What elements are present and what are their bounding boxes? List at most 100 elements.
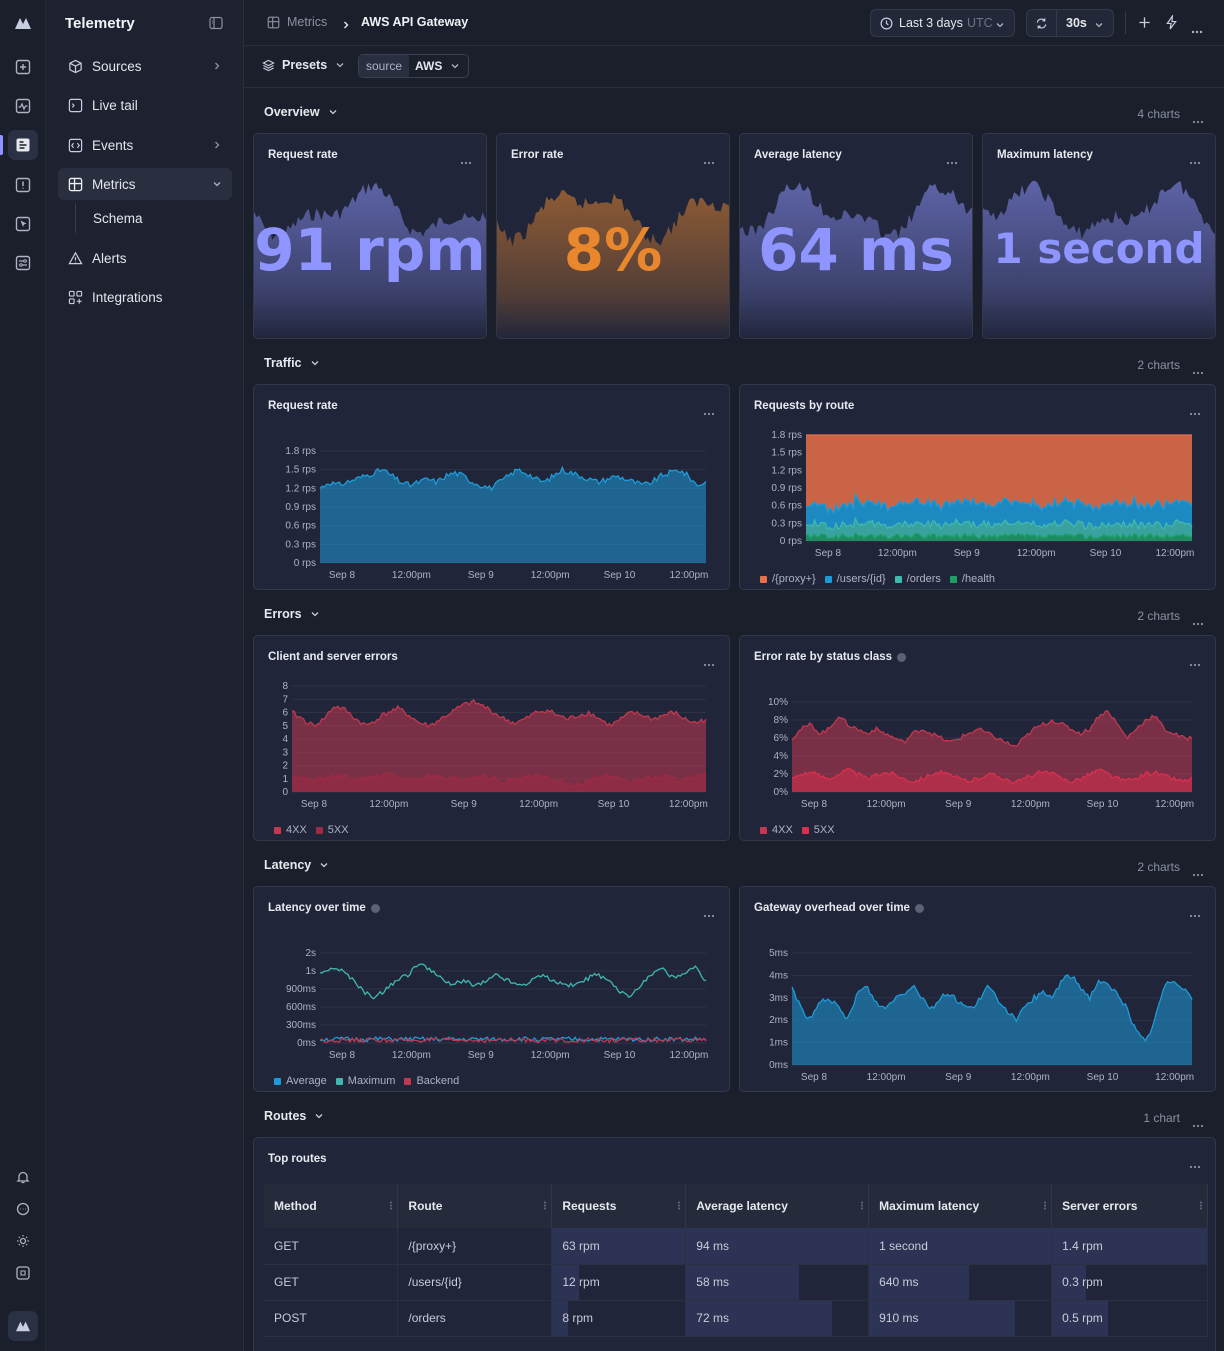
column-resize-handle[interactable] <box>677 1201 682 1210</box>
legend-item[interactable]: 4XX <box>760 824 793 836</box>
column-header-requests[interactable]: Requests <box>551 1184 687 1228</box>
settings-sliders-icon[interactable] <box>8 248 38 278</box>
column-header-label: Method <box>274 1199 317 1213</box>
dashboard-icon[interactable] <box>8 52 38 82</box>
source-filter[interactable]: source AWS <box>358 54 470 78</box>
info-icon[interactable] <box>370 903 380 913</box>
legend-item[interactable]: 5XX <box>801 824 835 836</box>
more-icon[interactable] <box>946 152 958 170</box>
series-area-value <box>320 467 706 563</box>
column-header-server-errors[interactable]: Server errors <box>1051 1184 1208 1228</box>
chart-card-request-rate[interactable]: Request rate 1.8 rps 1.5 rps 1.2 rps 0.9 rp… <box>253 384 730 590</box>
refresh-control[interactable]: 30s <box>1026 9 1114 37</box>
sidebar-item-metrics[interactable]: Metrics <box>58 168 232 200</box>
more-icon[interactable] <box>1189 654 1201 672</box>
stat-card-average-latency[interactable]: Average latency 64 ms <box>739 133 973 339</box>
legend-item[interactable]: 5XX <box>315 824 349 836</box>
info-icon[interactable] <box>897 652 907 662</box>
sidebar-item-events[interactable]: Events <box>58 129 232 161</box>
more-icon[interactable] <box>1189 403 1201 421</box>
alert-icon[interactable] <box>8 170 38 200</box>
legend-item[interactable]: /orders <box>894 573 941 585</box>
more-icon[interactable] <box>1189 905 1201 923</box>
column-resize-handle[interactable] <box>389 1201 394 1210</box>
logo-icon[interactable] <box>8 8 38 38</box>
more-icon[interactable] <box>1192 1115 1204 1133</box>
column-header-maximum-latency[interactable]: Maximum latency <box>868 1184 1053 1228</box>
legend-item[interactable]: /{proxy+} <box>760 573 816 585</box>
time-range-picker[interactable]: Last 3 days UTC <box>870 9 1015 37</box>
column-resize-handle[interactable] <box>543 1201 548 1210</box>
stat-card-request-rate[interactable]: Request rate 91 rpm <box>253 133 487 339</box>
stat-card-maximum-latency[interactable]: Maximum latency 1 second <box>982 133 1216 339</box>
column-resize-handle[interactable] <box>1043 1201 1048 1210</box>
more-icon[interactable] <box>1192 362 1204 380</box>
series-area-5XX <box>292 772 706 792</box>
logs-icon[interactable] <box>8 130 38 160</box>
cell-route: /users/{id} <box>397 1264 553 1301</box>
chart-card-latency-over-time[interactable]: Latency over time 2s 1s 900ms 600ms 300ms 0ms… <box>253 886 730 1092</box>
more-icon[interactable] <box>703 403 715 421</box>
sidebar-item-sources[interactable]: Sources <box>58 50 232 82</box>
section-overview-toggle[interactable]: Overview <box>264 105 338 119</box>
breadcrumb-root[interactable]: Metrics <box>287 15 328 29</box>
app-title: Telemetry <box>65 15 135 32</box>
legend-item[interactable]: Backend <box>404 1075 459 1087</box>
more-icon[interactable] <box>1192 111 1204 129</box>
legend-item[interactable]: /health <box>949 573 995 585</box>
workspace-logo-icon[interactable] <box>8 1311 38 1341</box>
chat-icon[interactable] <box>8 1194 38 1224</box>
activity-icon[interactable] <box>8 91 38 121</box>
sun-icon[interactable] <box>8 1226 38 1256</box>
presets-dropdown[interactable]: Presets <box>262 58 345 72</box>
table-row[interactable]: GET/users/{id} 12 rpm 58 ms 640 ms 0.3 rpm <box>264 1264 1208 1301</box>
command-icon[interactable] <box>8 1258 38 1288</box>
more-icon[interactable] <box>1189 152 1201 170</box>
chart-card-gateway-overhead[interactable]: Gateway overhead over time 5ms 4ms 3ms 2ms 1… <box>739 886 1216 1092</box>
column-resize-handle[interactable] <box>860 1201 865 1210</box>
section-routes-toggle[interactable]: Routes <box>264 1109 324 1123</box>
cursor-icon[interactable] <box>8 209 38 239</box>
y-tick-label: 0ms <box>769 1060 788 1071</box>
chart-card-requests-by-route[interactable]: Requests by route 1.8 rps 1.5 rps 1.2 rps 0… <box>739 384 1216 590</box>
y-tick-label: 1s <box>305 966 316 977</box>
column-header-average-latency[interactable]: Average latency <box>685 1184 870 1228</box>
sidebar-subitem-schema[interactable]: Schema <box>84 202 232 234</box>
section-traffic-toggle[interactable]: Traffic <box>264 356 320 370</box>
cell-text: 0.5 rpm <box>1062 1311 1103 1325</box>
legend-item[interactable]: 4XX <box>274 824 307 836</box>
more-icon[interactable] <box>1192 864 1204 882</box>
more-icon[interactable] <box>1192 613 1204 631</box>
sidebar-collapse-icon[interactable] <box>209 16 223 35</box>
refresh-icon[interactable] <box>1027 10 1057 36</box>
more-icon[interactable] <box>1191 21 1203 39</box>
card-title: Error rate <box>511 149 564 161</box>
table-row[interactable]: GET /{proxy+} 63 rpm 94 ms 1 second 1.4 rpm <box>264 1228 1208 1265</box>
more-icon[interactable] <box>703 152 715 170</box>
more-icon[interactable] <box>1189 1156 1201 1174</box>
add-icon[interactable] <box>1138 16 1151 34</box>
legend-item[interactable]: Maximum <box>335 1075 395 1087</box>
chart-card-client-server-errors[interactable]: Client and server errors 8 7 6 5 4 3 2 1 0 Sep 8 1… <box>253 635 730 841</box>
section-errors-toggle[interactable]: Errors <box>264 607 320 621</box>
more-icon[interactable] <box>703 654 715 672</box>
column-header-method[interactable]: Method <box>264 1184 399 1228</box>
section-latency-toggle[interactable]: Latency <box>264 858 329 872</box>
stat-card-error-rate[interactable]: Error rate 8% <box>496 133 730 339</box>
sidebar-item-alerts[interactable]: Alerts <box>58 242 232 274</box>
sidebar-item-integrations[interactable]: Integrations <box>58 281 232 313</box>
chart-card-error-rate-status[interactable]: Error rate by status class 10% 8% 6% 4% 2% 0%… <box>739 635 1216 841</box>
info-icon[interactable] <box>914 903 924 913</box>
sidebar-item-live-tail[interactable]: Live tail <box>58 89 232 121</box>
lightning-icon[interactable] <box>1165 13 1178 35</box>
more-icon[interactable] <box>703 905 715 923</box>
more-icon[interactable] <box>460 152 472 170</box>
bell-icon[interactable] <box>8 1162 38 1192</box>
legend-item[interactable]: /users/{id} <box>824 573 886 585</box>
column-resize-handle[interactable] <box>1199 1201 1203 1210</box>
column-header-route[interactable]: Route <box>397 1184 553 1228</box>
legend-item[interactable]: Average <box>274 1075 327 1087</box>
y-tick-label: 10% <box>768 697 788 708</box>
table-row[interactable]: POST/orders 8 rpm 72 ms 910 ms 0.5 rpm <box>264 1300 1208 1337</box>
cell-requests: 63 rpm <box>551 1228 687 1265</box>
